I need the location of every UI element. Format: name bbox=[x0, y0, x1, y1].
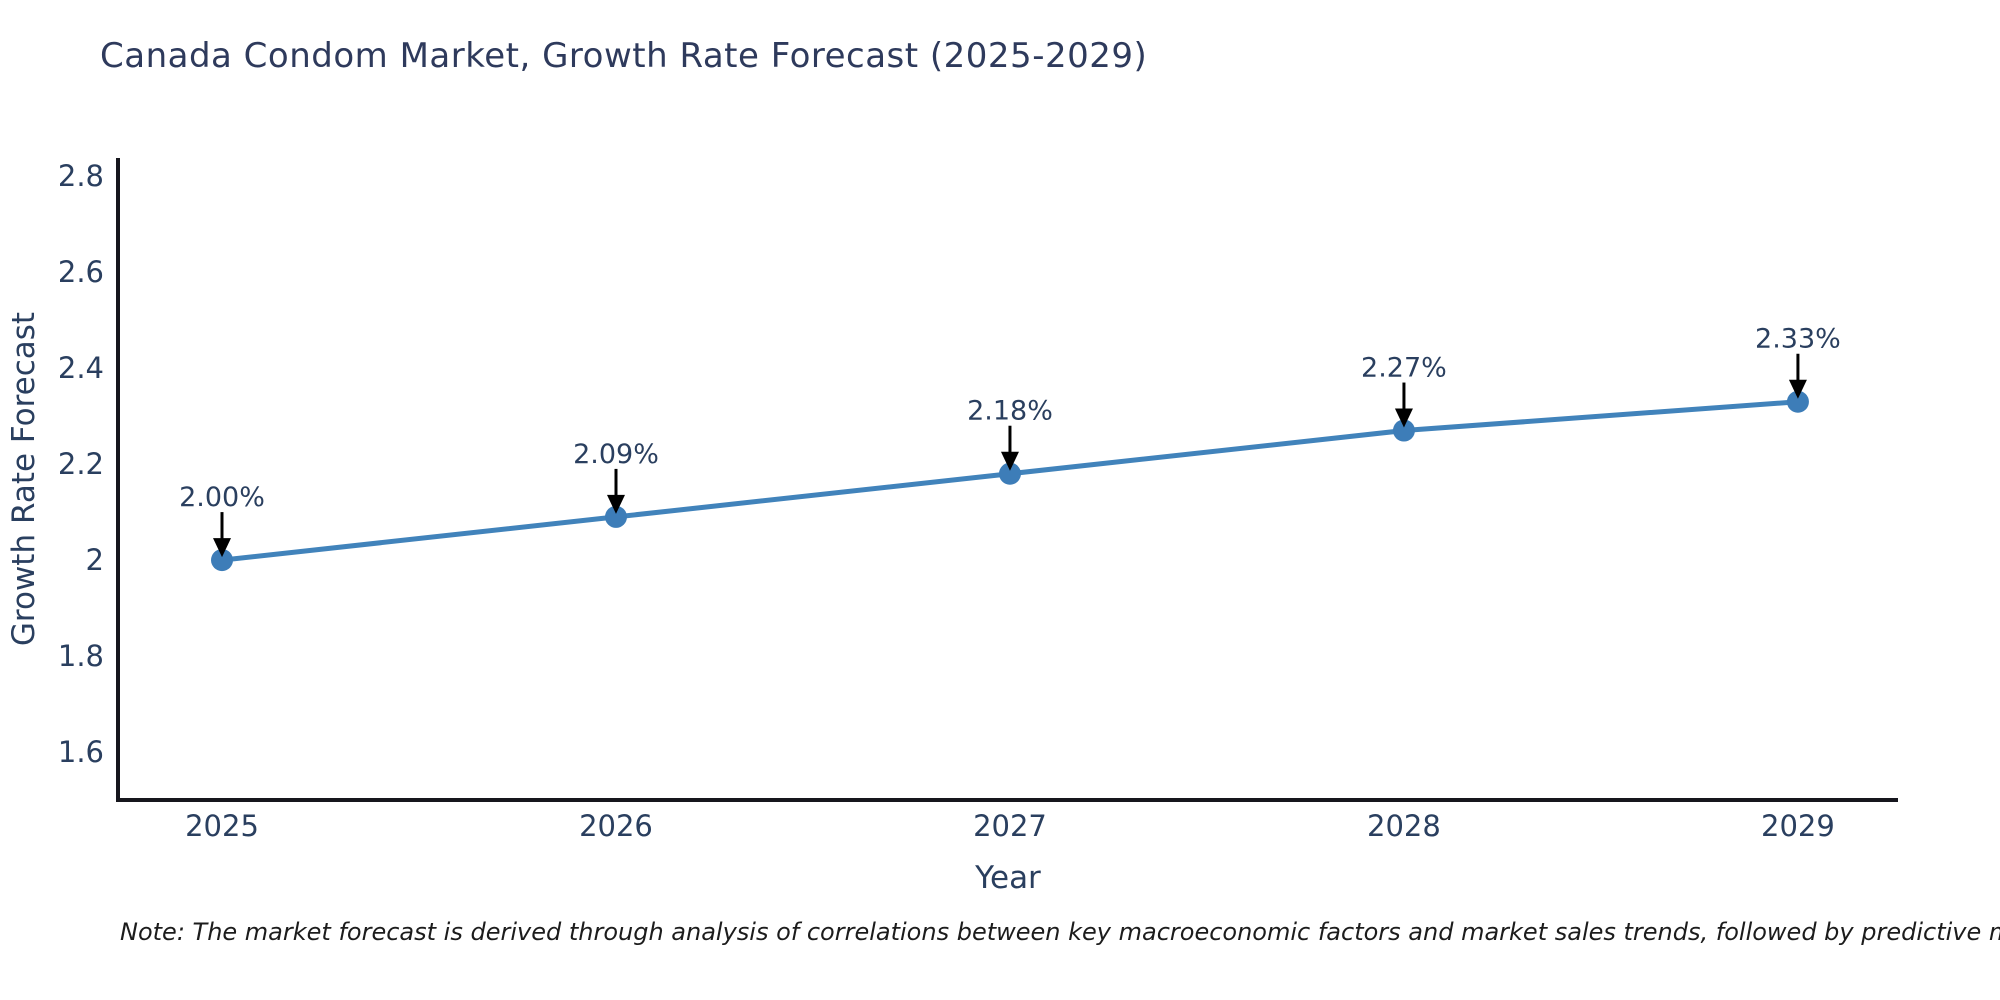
y-tick-label: 1.8 bbox=[58, 639, 104, 673]
annotation-label: 2.18% bbox=[967, 396, 1053, 427]
x-tick-label: 2026 bbox=[579, 809, 653, 843]
x-axis-title: Year bbox=[974, 860, 1041, 896]
y-tick-label: 1.6 bbox=[58, 735, 104, 769]
data-point-marker bbox=[1392, 419, 1415, 442]
data-point-marker bbox=[211, 549, 234, 572]
y-tick-label: 2.8 bbox=[58, 159, 104, 193]
footnote-text: Note: The market forecast is derived thr… bbox=[120, 918, 2000, 946]
data-point-marker bbox=[998, 462, 1021, 485]
annotation-label: 2.09% bbox=[573, 439, 659, 470]
annotation-arrow-head bbox=[1788, 379, 1807, 399]
annotation-label: 2.33% bbox=[1755, 324, 1841, 355]
y-tick-label: 2 bbox=[86, 543, 104, 577]
annotation-arrow-head bbox=[1000, 451, 1019, 471]
annotation-arrow-head bbox=[1394, 408, 1413, 428]
y-tick-label: 2.6 bbox=[58, 255, 104, 289]
y-tick-label: 2.4 bbox=[58, 351, 104, 385]
y-tick-label: 2.2 bbox=[58, 447, 104, 481]
data-point-marker bbox=[1786, 390, 1809, 413]
annotation-arrow-head bbox=[213, 538, 232, 558]
x-tick-label: 2028 bbox=[1367, 809, 1441, 843]
y-axis-title: Growth Rate Forecast bbox=[6, 312, 42, 646]
annotation-arrow-head bbox=[606, 494, 625, 514]
x-tick-label: 2025 bbox=[185, 809, 259, 843]
chart-title: Canada Condom Market, Growth Rate Foreca… bbox=[100, 36, 1148, 76]
x-tick-label: 2027 bbox=[973, 809, 1047, 843]
x-tick-label: 2029 bbox=[1761, 809, 1835, 843]
annotation-label: 2.00% bbox=[179, 482, 265, 513]
annotation-label: 2.27% bbox=[1361, 353, 1447, 384]
data-point-marker bbox=[604, 505, 627, 528]
